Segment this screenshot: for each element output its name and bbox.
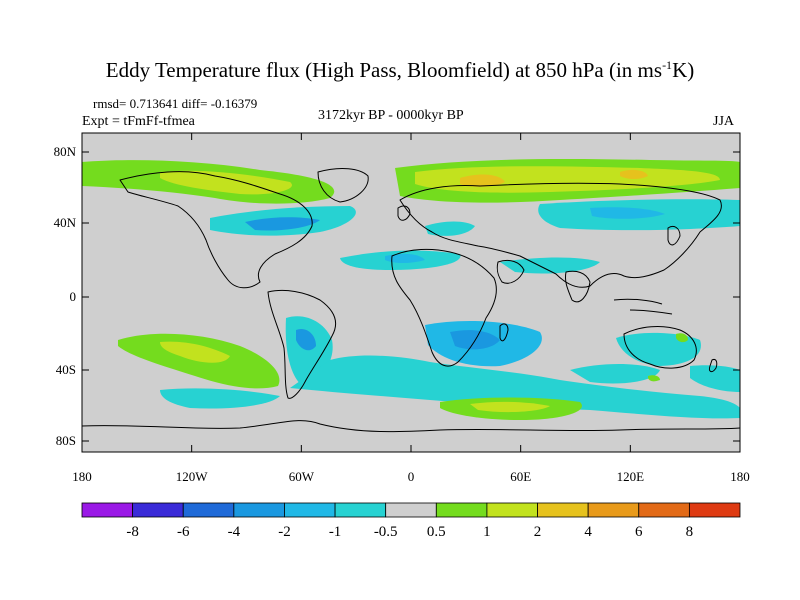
coast-india <box>565 270 591 303</box>
negative-band-southern-ocean-east <box>690 365 740 392</box>
colorbar-swatch <box>688 502 741 518</box>
positive-core-canada <box>160 170 292 195</box>
lat-tick-label: 0 <box>70 289 77 304</box>
lon-tick-label: 0 <box>408 469 415 484</box>
negative-band-indian-ocean <box>570 364 660 384</box>
negative-band-south-atlantic <box>290 355 740 419</box>
colorbar-label: 0.5 <box>427 524 446 540</box>
anomaly-field <box>82 158 740 420</box>
coast-australia <box>623 326 697 369</box>
lon-tick-label: 180 <box>730 469 750 484</box>
colorbar-label: 2 <box>534 524 542 540</box>
coast-africa <box>391 248 497 367</box>
positive-spot-south-indian <box>648 375 660 382</box>
negative-core-atlantic <box>245 217 320 231</box>
positive-core-east <box>620 169 648 179</box>
positive-core-southern-ocean <box>470 401 550 413</box>
colorbar-swatch <box>537 502 589 518</box>
negative-band-southern-pacific <box>160 388 280 409</box>
lat-ticks: 80N 40N 0 40S 80S <box>54 144 740 448</box>
colorbar-label: 8 <box>686 524 694 540</box>
negative-band-north-africa <box>500 257 600 274</box>
coast-british-isles <box>397 205 411 221</box>
coast-indonesia <box>613 298 673 315</box>
colorbar-swatch <box>435 502 488 518</box>
colorbar-swatch <box>233 502 285 518</box>
colorbar-label: -2 <box>278 524 291 540</box>
colorbar: -8 -6 -4 -2 -1 -0.5 0.5 1 2 4 6 8 <box>81 502 741 540</box>
negative-core-asia <box>590 207 665 219</box>
coast-europe-asia <box>399 182 722 288</box>
title-superscript: -1 <box>662 58 673 72</box>
colorbar-swatch <box>81 502 134 518</box>
lon-tick-label: 180 <box>72 469 92 484</box>
coast-antarctica <box>81 420 741 433</box>
lon-tick-label: 60E <box>510 469 531 484</box>
colorbar-label: 1 <box>483 524 491 540</box>
stats-text: rmsd= 0.713641 diff= -0.16379 <box>93 96 258 111</box>
colorbar-label: 4 <box>584 524 592 540</box>
title-unit-end: K) <box>672 58 695 82</box>
negative-core-mediterranean <box>385 253 425 263</box>
colorbar-swatch <box>385 502 437 518</box>
colorbar-swatch <box>182 502 235 518</box>
colorbar-label: -1 <box>329 524 342 540</box>
coast-south-america <box>267 289 336 399</box>
coast-madagascar <box>499 323 509 342</box>
title-text: Eddy Temperature flux (High Pass, Bloomf… <box>105 58 663 82</box>
colorbar-swatch <box>638 502 690 518</box>
chart-title: Eddy Temperature flux (High Pass, Bloomf… <box>0 58 800 83</box>
colorbar-swatch <box>486 502 538 518</box>
positive-spot-australia <box>676 333 688 343</box>
lon-tick-label: 60W <box>289 469 315 484</box>
lon-tick-label: 120E <box>617 469 645 484</box>
colorbar-swatch <box>284 502 336 518</box>
season-label: JJA <box>713 114 735 129</box>
colorbar-label: 6 <box>635 524 643 540</box>
coast-north-america <box>119 171 313 289</box>
colorbar-swatch <box>334 502 387 518</box>
positive-core-south-pacific <box>160 341 230 363</box>
coast-greenland <box>317 168 369 203</box>
colorbar-label: -6 <box>177 524 190 540</box>
negative-core-south-america <box>296 328 316 351</box>
coast-arabia <box>496 259 525 284</box>
coastlines <box>81 168 741 433</box>
experiment-label: Expt = tFmFf-tfmea <box>82 114 195 129</box>
colorbar-swatch <box>587 502 640 518</box>
colorbar-label: -0.5 <box>374 524 398 540</box>
lat-tick-label: 40N <box>54 215 77 230</box>
coast-japan <box>667 225 681 246</box>
positive-core-siberia <box>460 174 505 187</box>
lat-tick-label: 40S <box>56 362 76 377</box>
negative-band-europe <box>425 221 475 236</box>
lat-tick-label: 80N <box>54 144 77 159</box>
colorbar-label: -4 <box>228 524 241 540</box>
colorbar-swatch <box>132 502 184 518</box>
lon-tick-label: 120W <box>176 469 209 484</box>
colorbar-label: -8 <box>126 524 139 540</box>
coast-new-zealand <box>709 359 718 373</box>
lon-ticks: 180 120W 60W 0 60E 120E 180 <box>72 133 750 484</box>
period-label: 3172kyr BP - 0000kyr BP <box>318 108 464 123</box>
lat-tick-label: 80S <box>56 433 76 448</box>
